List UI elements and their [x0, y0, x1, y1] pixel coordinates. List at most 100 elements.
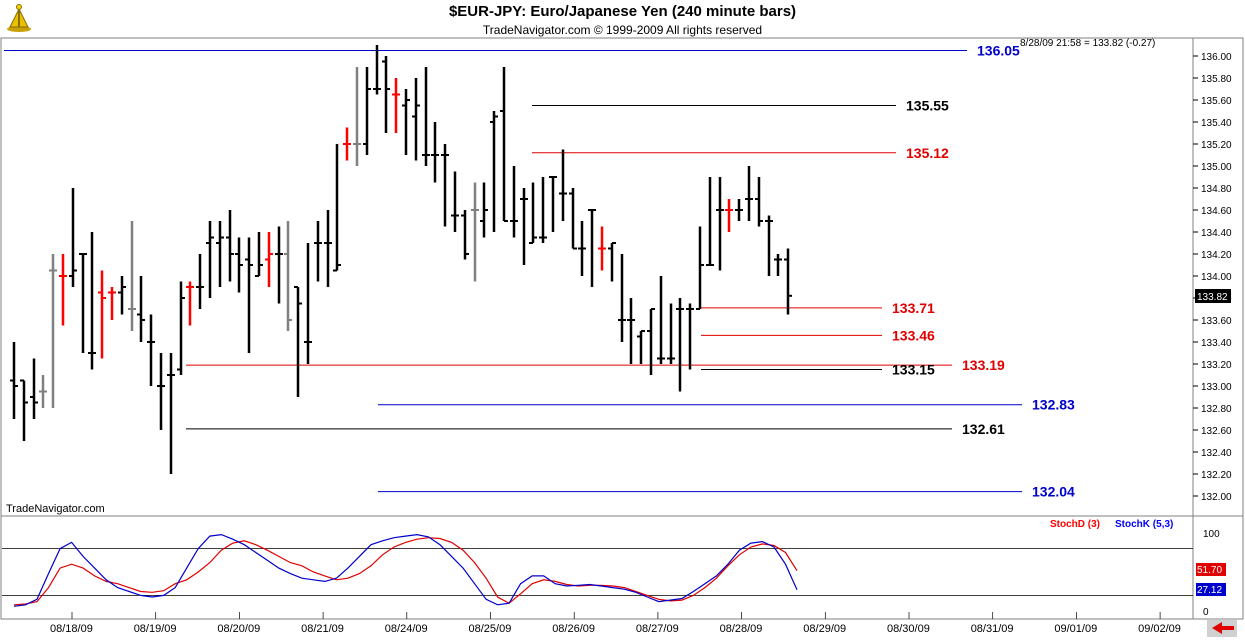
- price-bar: [725, 199, 733, 232]
- date-label: 09/02/09: [1138, 623, 1181, 635]
- date-label: 08/27/09: [636, 623, 679, 635]
- price-tick-label: 132.80: [1201, 404, 1232, 415]
- price-bar: [186, 281, 194, 326]
- price-tick-label: 136.00: [1201, 52, 1232, 63]
- price-bar: [137, 276, 145, 342]
- price-bar: [294, 286, 302, 397]
- level-label: 132.04: [1032, 484, 1075, 500]
- date-label: 09/01/09: [1054, 623, 1097, 635]
- price-bar: [588, 209, 596, 287]
- level-label: 133.71: [892, 300, 935, 316]
- price-bar: [314, 221, 322, 282]
- price-bar: [363, 67, 371, 155]
- price-bar: [255, 232, 263, 277]
- price-bar: [216, 221, 224, 287]
- last-price-box: [1195, 289, 1231, 303]
- price-tick-label: 133.60: [1201, 316, 1232, 327]
- price-bar: [30, 358, 38, 419]
- price-tick-label: 135.20: [1201, 140, 1232, 151]
- price-bar: [69, 188, 77, 287]
- price-bar: [667, 303, 675, 364]
- price-bar: [461, 210, 469, 260]
- price-bar: [108, 287, 116, 320]
- stoch-tick-label: 0: [1203, 607, 1209, 618]
- level-label: 133.46: [892, 327, 935, 343]
- price-tick-label: 132.40: [1201, 448, 1232, 459]
- date-label: 08/20/09: [217, 623, 260, 635]
- quote-readout: 8/28/09 21:58 = 133.82 (-0.27): [1020, 38, 1155, 49]
- level-label: 133.15: [892, 362, 935, 378]
- price-tick-label: 132.60: [1201, 426, 1232, 437]
- stoch-panel-frame: [0, 515, 1244, 620]
- price-bar: [500, 67, 508, 222]
- price-bar: [529, 182, 537, 244]
- price-bar: [471, 182, 479, 282]
- price-bar: [422, 67, 430, 166]
- price-bar: [88, 232, 96, 370]
- price-tick-label: 132.20: [1201, 470, 1232, 481]
- price-bar: [10, 342, 18, 419]
- price-bar: [657, 276, 665, 364]
- price-bar: [598, 226, 606, 271]
- price-bar: [735, 199, 743, 221]
- price-bar: [696, 226, 704, 310]
- price-bar: [275, 226, 283, 304]
- price-bar: [520, 188, 528, 265]
- price-bar: [333, 144, 341, 272]
- price-bar: [324, 210, 332, 287]
- price-bar: [382, 56, 390, 133]
- price-tick-label: 133.40: [1201, 338, 1232, 349]
- price-bar: [686, 303, 694, 370]
- price-bar: [745, 166, 753, 221]
- scroll-arrow-icon[interactable]: [1207, 620, 1237, 637]
- price-bar: [98, 270, 106, 359]
- price-bar: [39, 375, 47, 408]
- price-tick-label: 134.60: [1201, 206, 1232, 217]
- price-bar: [480, 182, 488, 238]
- price-bar: [49, 254, 57, 408]
- price-bar: [755, 177, 763, 227]
- price-bar: [774, 254, 782, 276]
- price-bar: [245, 237, 253, 353]
- price-tick-label: 132.00: [1201, 492, 1232, 503]
- price-tick-label: 134.00: [1201, 272, 1232, 283]
- price-bar: [196, 254, 204, 309]
- stoch-tick-label: 100: [1203, 529, 1220, 540]
- stoch-series-line: [13, 537, 798, 606]
- stoch-last-box: [1196, 563, 1226, 576]
- price-bar: [177, 281, 185, 375]
- level-label: 133.19: [962, 357, 1005, 373]
- price-bar: [716, 177, 724, 271]
- stoch-last-label: 27.12: [1197, 585, 1222, 596]
- legend-stochk: StochK (5,3): [1115, 519, 1173, 530]
- price-bar: [59, 254, 67, 326]
- stoch-series-line: [13, 533, 798, 607]
- price-bar: [549, 176, 557, 232]
- price-bar: [284, 221, 292, 331]
- price-tick-label: 133.00: [1201, 382, 1232, 393]
- price-bar: [147, 314, 155, 386]
- price-bar: [235, 237, 243, 293]
- price-tick-label: 134.80: [1201, 184, 1232, 195]
- price-bar: [618, 254, 626, 342]
- price-bar: [706, 177, 714, 266]
- price-tick-label: 133.20: [1201, 360, 1232, 371]
- price-bar: [167, 353, 175, 474]
- price-bar: [353, 67, 361, 166]
- price-bar: [765, 215, 773, 276]
- price-bar: [412, 78, 420, 161]
- price-bar: [265, 232, 273, 287]
- price-bar: [647, 308, 655, 375]
- level-label: 135.12: [906, 145, 949, 161]
- price-bar: [20, 379, 28, 441]
- price-bar: [157, 353, 165, 430]
- price-bar: [784, 248, 792, 315]
- chart-title: $EUR-JPY: Euro/Japanese Yen (240 minute …: [448, 3, 797, 20]
- price-bar: [118, 276, 126, 315]
- price-bar: [304, 243, 312, 364]
- price-bar: [206, 221, 214, 298]
- price-tick-label: 135.60: [1201, 96, 1232, 107]
- price-bar: [392, 78, 400, 133]
- date-label: 08/24/09: [385, 623, 428, 635]
